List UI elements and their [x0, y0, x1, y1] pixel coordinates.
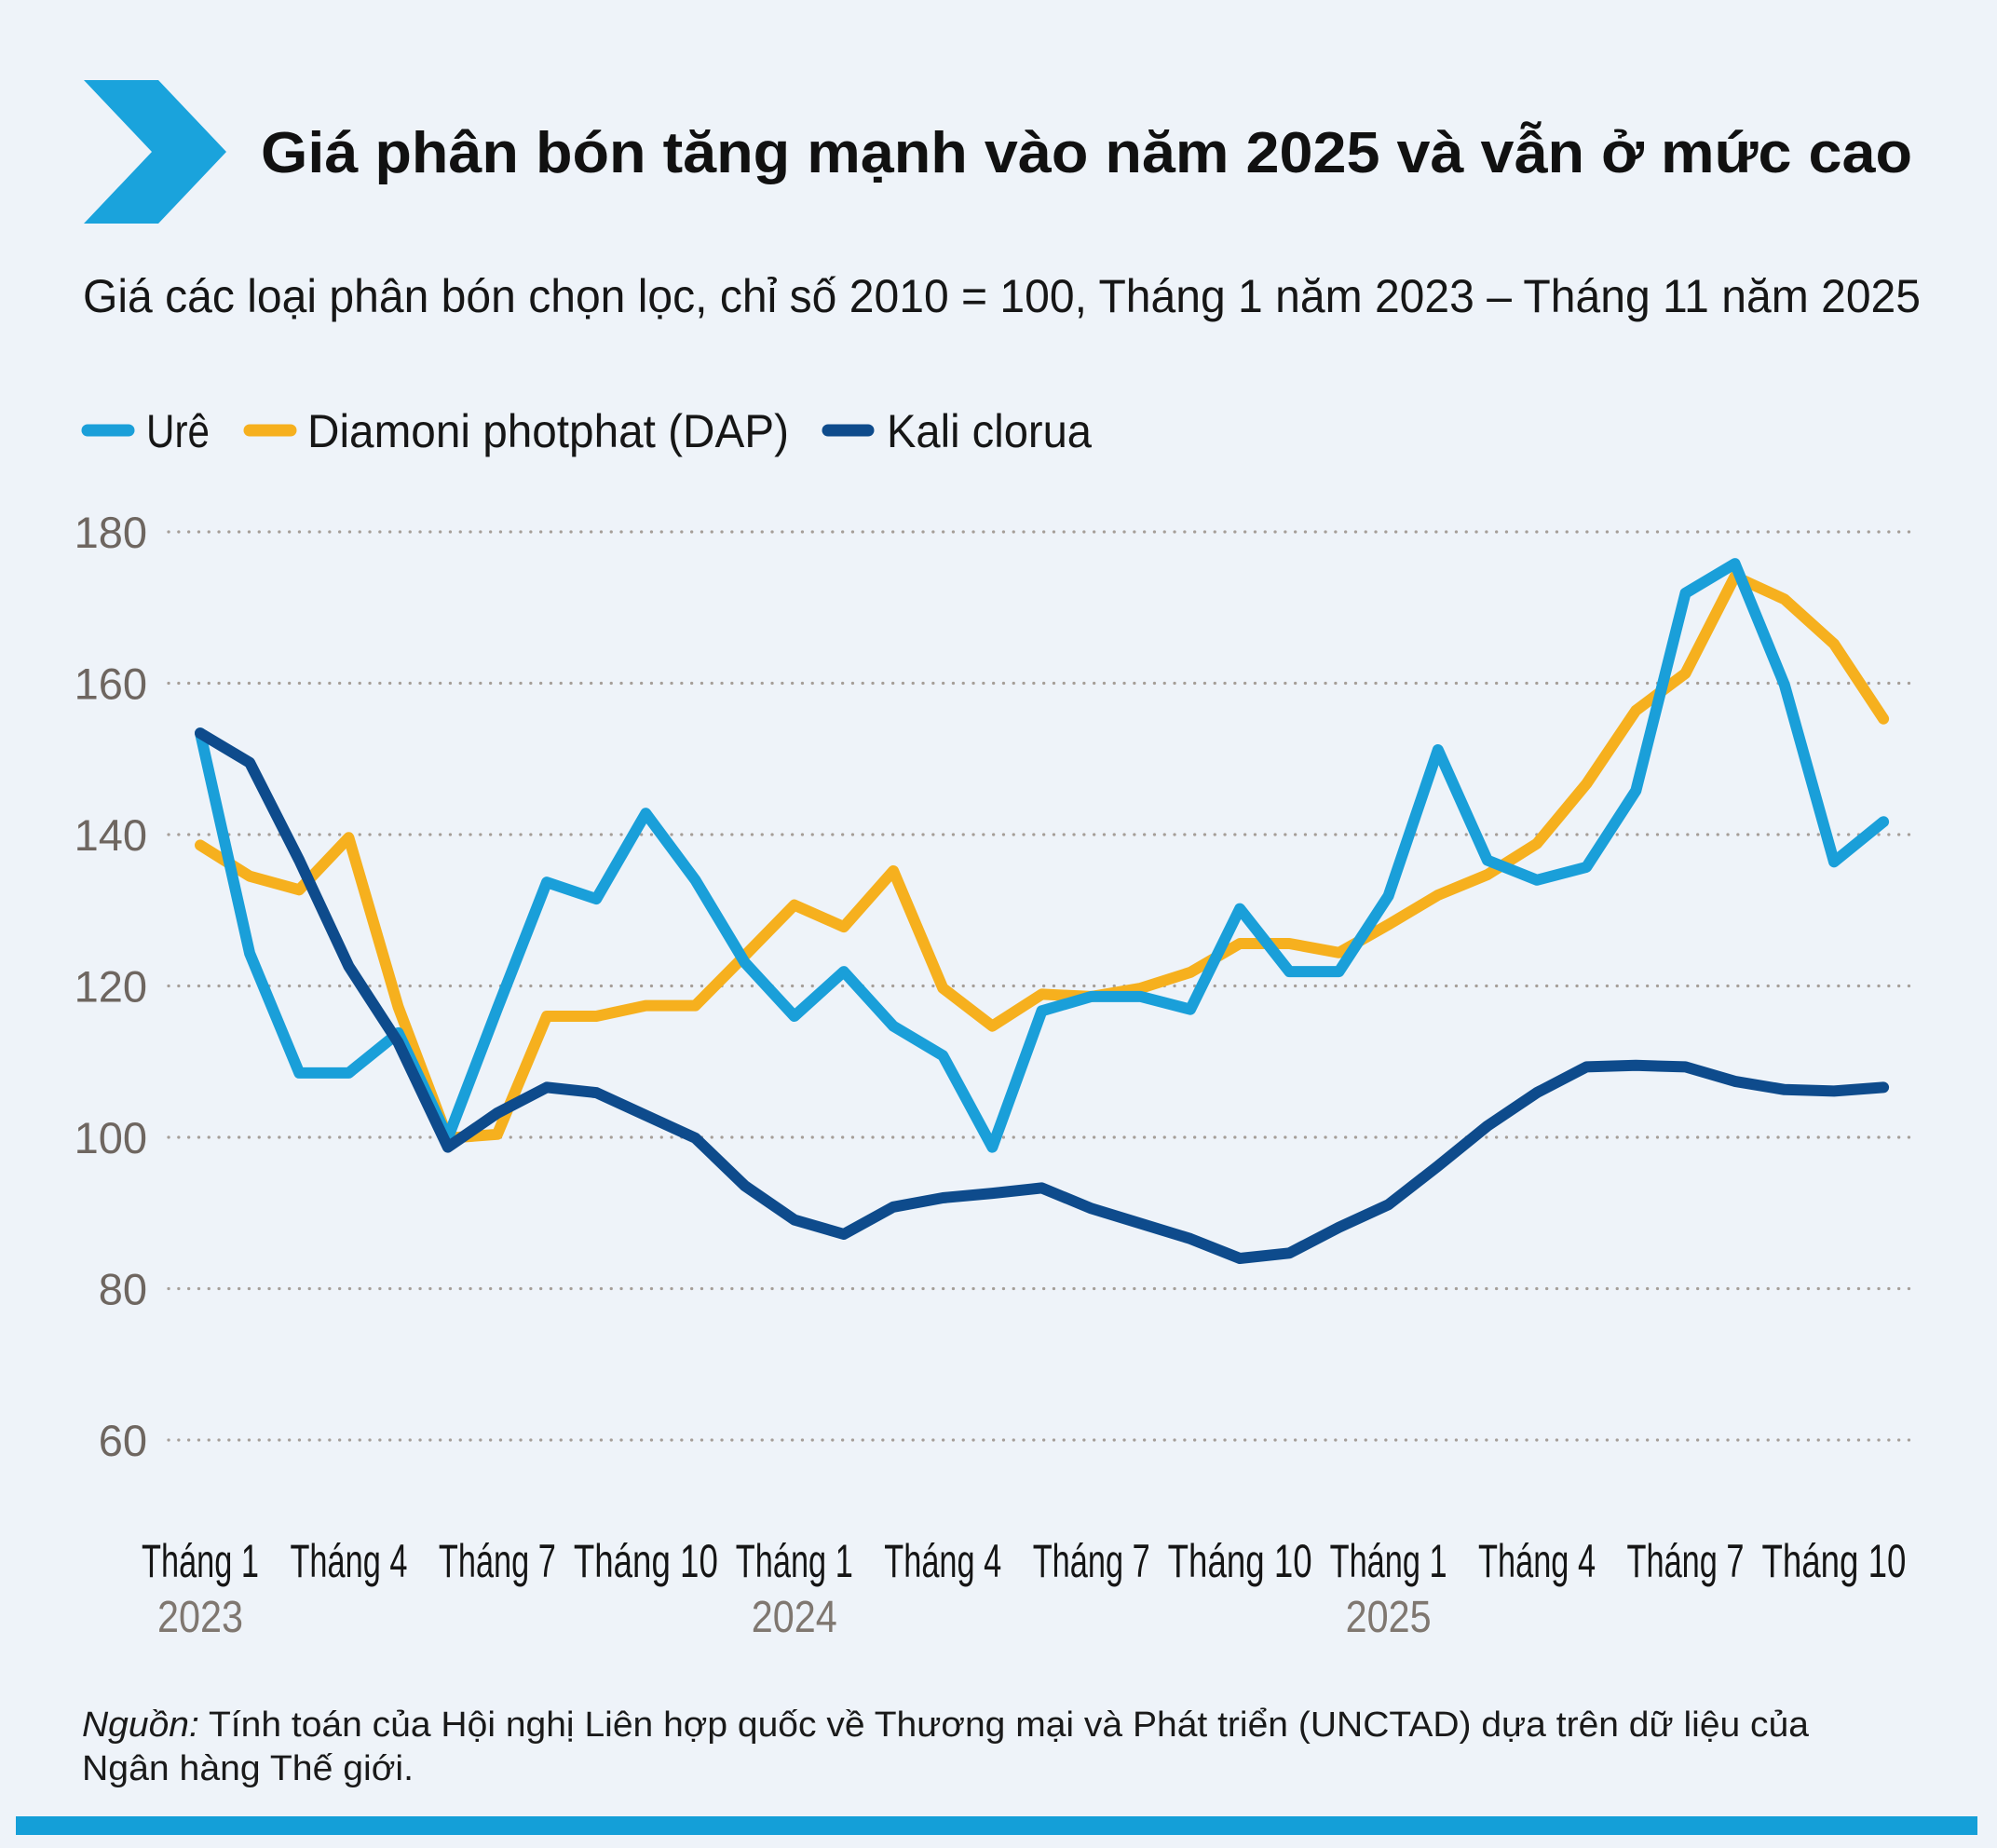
legend-item-dap: Diamoni photphat (DAP) — [243, 405, 789, 457]
header: Giá phân bón tăng mạnh vào năm 2025 và v… — [83, 80, 1921, 322]
source-note: Nguồn: Tính toán của Hội nghị Liên hợp q… — [82, 1705, 1810, 1788]
y-tick-label: 140 — [75, 810, 147, 860]
bottom-accent-bar — [16, 1816, 1977, 1835]
y-tick-label: 100 — [75, 1113, 147, 1162]
y-tick-label: 60 — [99, 1416, 147, 1465]
x-tick-label: Tháng 4 — [884, 1535, 1001, 1587]
gridlines — [167, 530, 1911, 1442]
y-axis-ticks: 180 160 140 120 100 80 60 — [75, 508, 147, 1465]
x-tick-label: Tháng 7 — [439, 1535, 556, 1587]
y-tick-label: 180 — [75, 508, 147, 557]
x-tick-label: Tháng 7 — [1033, 1535, 1150, 1587]
y-tick-label: 160 — [75, 659, 147, 709]
series-line-urea — [195, 558, 1890, 1153]
x-tick-label: Tháng 10 — [574, 1535, 718, 1587]
x-tick-label: Tháng 7 — [1627, 1535, 1745, 1587]
legend-label-dap: Diamoni photphat (DAP) — [307, 405, 789, 457]
legend-label-potassium-chloride: Kali clorua — [887, 405, 1092, 457]
x-tick-year: 2025 — [1346, 1593, 1432, 1642]
x-tick-label: Tháng 1 — [736, 1535, 853, 1587]
legend-label-urea: Urê — [146, 405, 210, 457]
source-text-line-1: Tính toán của Hội nghị Liên hợp quốc về … — [209, 1705, 1810, 1745]
x-tick-label: Tháng 1 — [1330, 1535, 1447, 1587]
source-label: Nguồn: — [82, 1705, 199, 1745]
x-tick-label: Tháng 4 — [1478, 1535, 1596, 1587]
series-lines — [195, 558, 1890, 1264]
source-line-1: Nguồn: Tính toán của Hội nghị Liên hợp q… — [82, 1705, 1810, 1745]
source-space — [199, 1705, 209, 1745]
chart-subtitle: Giá các loại phân bón chọn lọc, chỉ số 2… — [83, 270, 1921, 322]
x-tick-year: 2024 — [752, 1593, 837, 1642]
x-tick-label: Tháng 10 — [1168, 1535, 1312, 1587]
source-line-2: Ngân hàng Thế giới. — [82, 1749, 414, 1788]
x-tick-label: Tháng 10 — [1761, 1535, 1906, 1587]
x-tick-year: 2023 — [157, 1593, 243, 1642]
page-title: Giá phân bón tăng mạnh vào năm 2025 và v… — [261, 121, 1912, 185]
legend: Urê Diamoni photphat (DAP) Kali clorua — [81, 405, 1092, 457]
x-tick-label: Tháng 1 — [142, 1535, 259, 1587]
series-line-dap — [195, 570, 1890, 1144]
y-tick-label: 80 — [99, 1265, 147, 1314]
legend-item-urea: Urê — [81, 405, 210, 457]
chevron-right-icon — [84, 80, 226, 224]
y-tick-label: 120 — [75, 962, 147, 1012]
x-tick-label: Tháng 4 — [290, 1535, 407, 1587]
x-axis-ticks: Tháng 1 2023 Tháng 4 Tháng 7 Tháng 10 Tháng 1… — [142, 1535, 1906, 1642]
legend-item-potassium-chloride: Kali clorua — [822, 405, 1092, 457]
series-line-potassium-chloride — [195, 727, 1890, 1264]
